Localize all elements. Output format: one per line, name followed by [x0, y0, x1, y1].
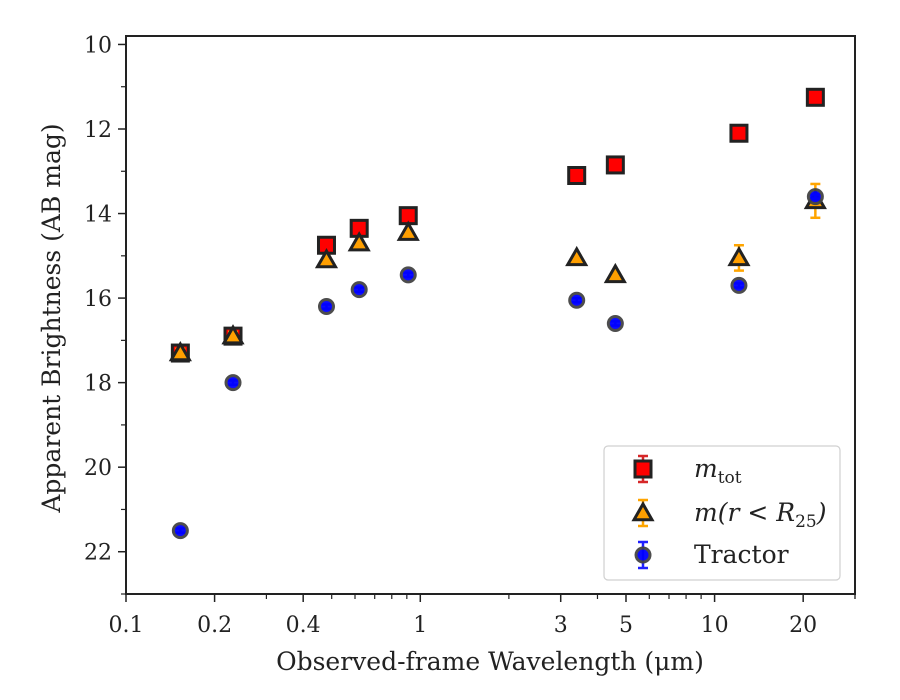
triangle-point — [565, 245, 589, 267]
x-axis-label: Observed-frame Wavelength (μm) — [276, 647, 704, 676]
x-tick-label: 1 — [413, 613, 427, 638]
legend-label-circle: Tractor — [694, 540, 789, 569]
circle-point — [171, 522, 189, 540]
x-tick-label: 20 — [789, 613, 817, 638]
circle-point — [317, 298, 335, 316]
x-tick-label: 0.4 — [286, 613, 321, 638]
circle-point — [806, 188, 824, 206]
y-tick-label: 22 — [84, 541, 112, 566]
triangle-point — [603, 262, 627, 284]
square-point — [567, 166, 587, 185]
axes: 0.1 0.2 0.4 1 3 5 10 20 10 12 14 16 18 20 22 — [84, 33, 856, 638]
circle-point — [568, 291, 586, 309]
circle-point — [224, 374, 242, 392]
legend-label-square: mtot — [694, 454, 742, 488]
y-axis-label: Apparent Brightness (AB mag) — [37, 123, 66, 513]
legend-box — [603, 445, 841, 581]
legend-label-triangle: m(r < R25) — [694, 498, 826, 532]
triangle-point — [347, 231, 371, 252]
circle-point — [730, 276, 748, 294]
circle-point — [350, 281, 368, 299]
triangle-point — [727, 245, 751, 267]
triangle-point — [221, 324, 245, 345]
y-tick-label: 20 — [84, 456, 112, 481]
data-points — [168, 87, 827, 540]
x-tick-label: 0.2 — [197, 613, 232, 638]
square-point — [605, 155, 625, 175]
x-tick-label: 5 — [619, 613, 633, 638]
y-tick-label: 14 — [84, 203, 112, 228]
legend-marker-circle — [634, 546, 652, 564]
x-tick-label: 10 — [701, 613, 729, 638]
circle-point — [399, 266, 417, 284]
legend-marker-triangle — [631, 500, 655, 522]
plot-frame — [125, 35, 856, 595]
circle-point — [606, 314, 624, 332]
triangle-point — [314, 248, 339, 269]
triangle-point — [396, 220, 420, 241]
x-tick-label: 0.1 — [109, 613, 144, 638]
square-point — [729, 123, 749, 143]
legend-marker-square — [633, 459, 653, 479]
square-point — [805, 87, 825, 107]
legend: mtot m(r < R25) Tractor — [603, 445, 841, 581]
y-tick-label: 18 — [84, 372, 112, 397]
series-square — [170, 87, 825, 363]
x-tick-label: 3 — [554, 613, 568, 638]
series-triangle — [168, 182, 827, 362]
y-tick-label: 16 — [84, 287, 112, 312]
triangle-point — [168, 341, 192, 362]
series-circle — [171, 188, 824, 540]
y-tick-label: 10 — [84, 33, 112, 58]
y-tick-label: 12 — [84, 118, 112, 143]
